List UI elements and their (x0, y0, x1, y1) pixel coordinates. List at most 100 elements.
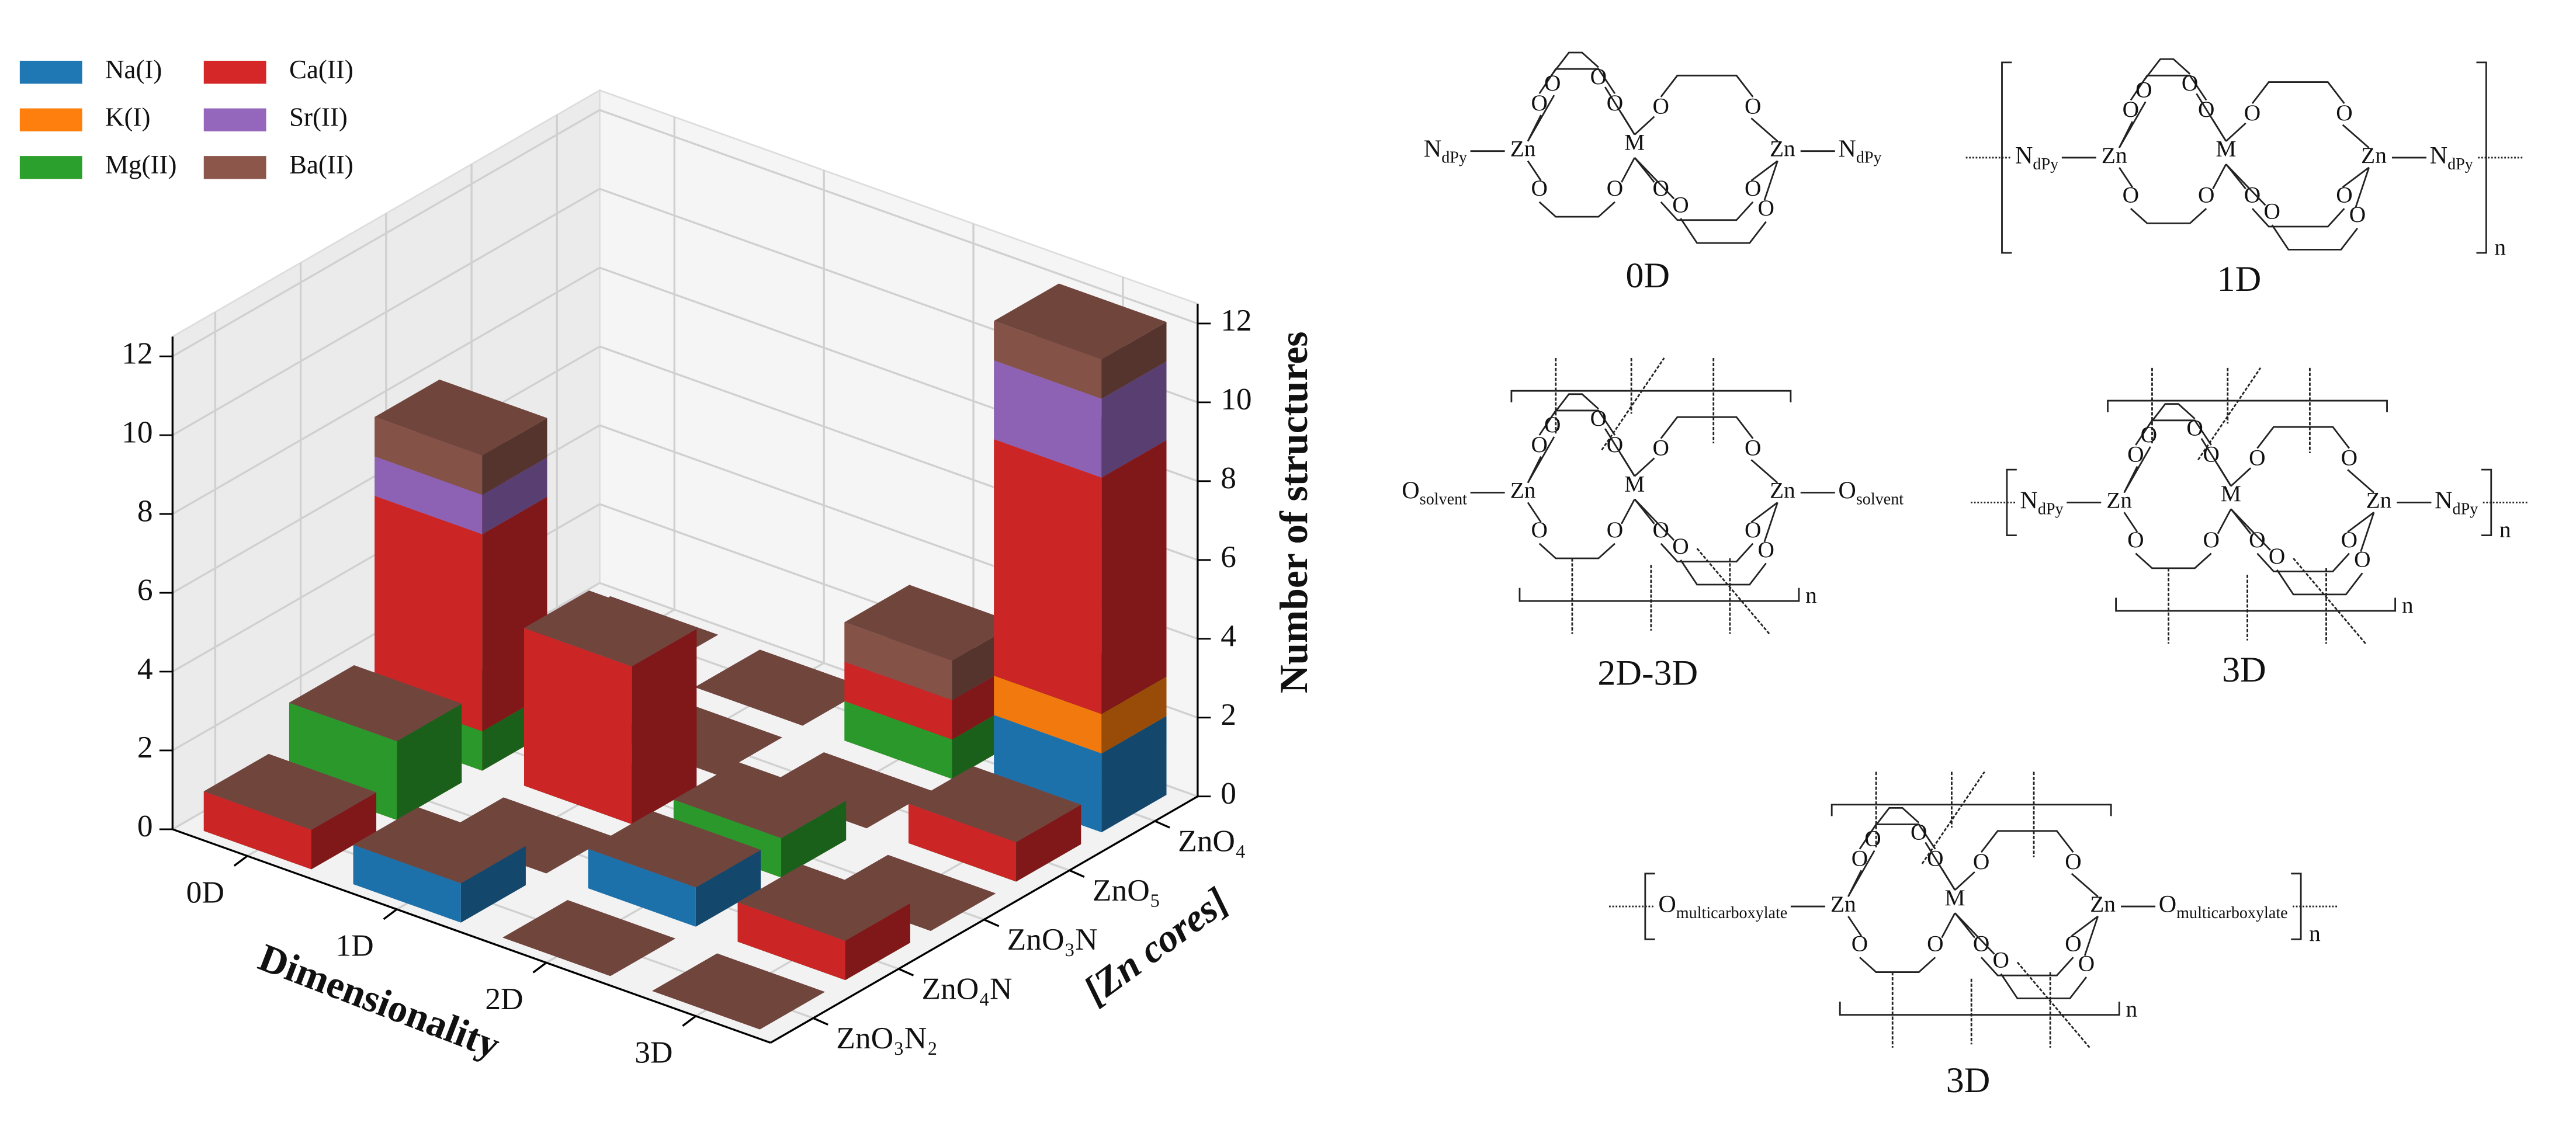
bar-top (588, 811, 761, 888)
bar-top (438, 797, 612, 874)
bar-top (203, 754, 377, 830)
bar-segment (289, 665, 462, 742)
bond (1763, 502, 1778, 543)
bond (2123, 512, 2138, 533)
bond (1527, 436, 1555, 484)
bar-side (1101, 322, 1167, 399)
carboxylate (1980, 830, 2074, 853)
atom-o: O (1653, 435, 1669, 460)
ligand: NdPy (2430, 142, 2473, 174)
atom-o: O (1757, 537, 1774, 562)
carboxylate (2148, 403, 2196, 426)
x-tick-label: 3D (635, 1035, 672, 1070)
x-tick (532, 962, 547, 974)
legend-label: Sr(II) (289, 103, 348, 132)
ligand-sub: dPy (2447, 155, 2473, 173)
carboxylate (1538, 201, 1615, 218)
atom-o: O (1672, 192, 1689, 217)
y-tick-label: ZnO₄ (1178, 823, 1246, 858)
z-tick-label: 8 (1221, 460, 1236, 495)
atom-o: O (2341, 444, 2357, 470)
y-tick (1154, 820, 1170, 829)
atom-o: O (1745, 93, 1761, 119)
y-tick (1069, 869, 1085, 878)
carboxylate (1552, 393, 1599, 416)
atom-o: O (2141, 422, 2157, 447)
bar-front (994, 675, 1102, 754)
bar-side (1101, 716, 1167, 833)
bar-front (994, 439, 1102, 714)
bar-front (844, 661, 952, 740)
atom-o: O (2203, 527, 2219, 552)
bar-top (759, 752, 932, 829)
ligand: NdPy (2435, 486, 2478, 519)
ligand-atom: O (2159, 891, 2176, 918)
bar-side (482, 418, 547, 495)
bond (1527, 95, 1555, 142)
atom-o: O (1607, 175, 1623, 201)
bar-side (460, 846, 526, 923)
atom-zn: Zn (1770, 136, 1795, 162)
atom-zn: Zn (1830, 891, 1856, 917)
bond (1847, 916, 1862, 937)
frame-bottom (1839, 1002, 2120, 1016)
atom-o: O (2186, 415, 2203, 441)
x-tick-label: 0D (186, 874, 224, 909)
atom-o: O (1590, 405, 1607, 431)
bar-top (737, 864, 910, 941)
atom-zn: Zn (2106, 487, 2132, 513)
ligand: Osolvent (1838, 477, 1904, 509)
bond (1634, 457, 1655, 477)
ligand-sub: solvent (1856, 491, 1904, 509)
frame-link (1696, 548, 1770, 635)
ligand-sub: multicarboxylate (2176, 905, 2287, 923)
frame-top (1830, 804, 2112, 816)
bond (2355, 167, 2370, 207)
atom-o: O (2336, 100, 2352, 126)
z-tick-label: 2 (1221, 697, 1236, 732)
atom-o: O (1745, 435, 1761, 460)
bar-side (397, 703, 462, 821)
bond (2083, 916, 2099, 956)
frame-link (2293, 558, 2367, 645)
ligand-atom: O (1402, 477, 1419, 504)
y-tick-label: ZnO₄N (921, 971, 1012, 1006)
ligand: Omulticarboxylate (2159, 891, 2288, 923)
carboxylate (1538, 543, 1615, 559)
ligand: NdPy (2020, 486, 2063, 519)
bar-segment (737, 864, 910, 941)
bond (1941, 912, 1956, 939)
atom-o: O (1590, 64, 1607, 89)
carboxylate (1538, 409, 1616, 436)
caption: 3D (1946, 1061, 1991, 1100)
bond (2071, 915, 2099, 937)
ligand-sub: dPy (1441, 149, 1467, 167)
x-axis (172, 828, 771, 1044)
frame-bottom (2115, 597, 2397, 612)
bond (2119, 167, 2133, 188)
atom-o: O (2249, 444, 2265, 470)
atom-zn: Zn (2102, 143, 2127, 168)
bond (1954, 871, 1975, 891)
atom-o: O (2349, 201, 2366, 227)
carboxylate (1552, 51, 1599, 75)
bond (2225, 122, 2246, 142)
repeat-n: n (1805, 582, 1817, 608)
carboxylate (2276, 569, 2363, 596)
carboxylate (2135, 552, 2212, 569)
z-tick-label: 6 (1221, 539, 1236, 574)
bond (2119, 101, 2147, 148)
bar-front (994, 321, 1102, 399)
caption: 1D (2217, 259, 2262, 299)
atom-o: O (1544, 70, 1561, 96)
bond (2212, 164, 2227, 190)
atom-o: O (1911, 819, 1927, 844)
bar-front (994, 360, 1102, 478)
bond (2230, 467, 2252, 487)
bar-segment (523, 590, 697, 667)
carboxylate (2143, 58, 2191, 81)
bar-segment (502, 900, 675, 976)
